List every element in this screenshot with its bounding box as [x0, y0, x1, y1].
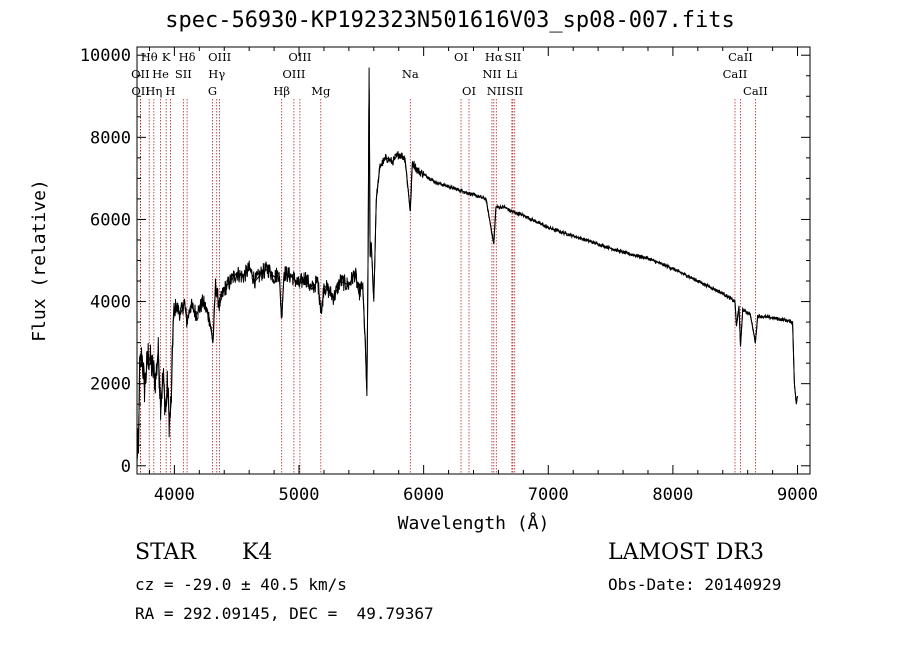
spectral-line-label: Hδ: [179, 50, 196, 64]
spectral-line-label: OII: [131, 84, 150, 98]
spectral-line-label: OI: [454, 50, 468, 64]
spectral-line-label: NII: [487, 84, 506, 98]
x-tick-label: 9000: [777, 485, 818, 505]
y-axis: 0 2000 4000 6000 8000 10000: [80, 46, 810, 477]
x-axis: 4000 5000 6000 7000 8000 9000: [148, 47, 818, 505]
spectral-line-label: Na: [402, 67, 419, 81]
spectral-line-label: G: [208, 84, 217, 98]
y-tick-label: 0: [121, 457, 131, 477]
spectral-line-label: OIII: [208, 50, 231, 64]
spectral-line-label: OII: [131, 67, 150, 81]
y-axis-label: Flux (relative): [29, 179, 50, 342]
spectral-line-label: K: [162, 50, 171, 64]
spectral-line-label: SII: [506, 84, 523, 98]
obs-date: Obs-Date: 20140929: [608, 575, 782, 594]
spectrum-series: [136, 89, 798, 461]
x-tick-label: 5000: [279, 485, 320, 505]
chart-title: spec-56930-KP192323N501616V03_sp08-007.f…: [165, 8, 735, 33]
spectral-line-label: Hθ: [141, 50, 158, 64]
object-subclass: K4: [242, 540, 273, 565]
spectral-line-label: Li: [506, 67, 518, 81]
y-tick-label: 8000: [90, 128, 131, 148]
spectral-line-label: OIII: [282, 67, 305, 81]
survey-name: LAMOST DR3: [608, 540, 764, 565]
redshift-cz: cz = -29.0 ± 40.5 km/s: [135, 575, 347, 594]
y-tick-label: 6000: [90, 210, 131, 230]
spectral-line-label: SII: [175, 67, 192, 81]
object-class: STAR: [135, 540, 196, 565]
spectral-line-markers: [139, 99, 756, 474]
spectral-line-label: Hβ: [273, 84, 290, 98]
x-tick-label: 6000: [403, 485, 444, 505]
x-tick-label: 8000: [652, 485, 693, 505]
spectral-line-label: SII: [504, 50, 521, 64]
spectral-line-label: OIII: [288, 50, 311, 64]
spectral-line-label: NII: [482, 67, 501, 81]
spectral-line-label: CaII: [743, 84, 768, 98]
spectral-line-label: H: [165, 84, 175, 98]
spectral-line-label: CaII: [728, 50, 753, 64]
coordinates: RA = 292.09145, DEC = 49.79367: [135, 604, 434, 623]
x-axis-label: Wavelength (Å): [398, 512, 550, 534]
plot-frame: [136, 46, 811, 475]
y-tick-label: 4000: [90, 293, 131, 313]
spectral-line-label: Mg: [311, 84, 331, 98]
x-tick-label: 7000: [528, 485, 569, 505]
spectral-line-label: CaII: [723, 67, 748, 81]
spectral-line-label: Hη: [145, 84, 162, 98]
x-tick-label: 4000: [154, 485, 195, 505]
spectral-line-label: OI: [462, 84, 476, 98]
spectrum-features: [136, 67, 798, 466]
y-tick-label: 2000: [90, 375, 131, 395]
spectral-line-label: Hγ: [208, 67, 225, 81]
y-tick-label: 10000: [80, 46, 131, 66]
spectral-line-label: He: [152, 67, 169, 81]
spectral-line-label: Hα: [485, 50, 503, 64]
